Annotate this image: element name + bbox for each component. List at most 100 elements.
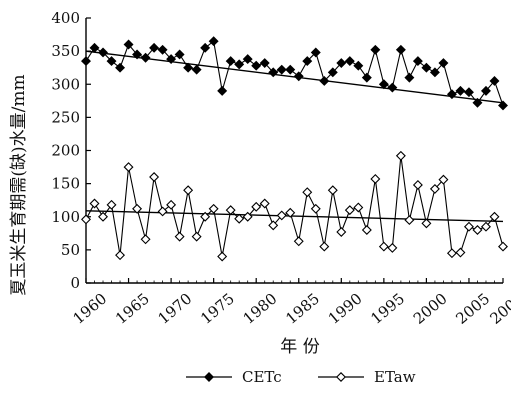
data-point-etaw <box>472 225 483 235</box>
data-point-cetc <box>217 85 228 96</box>
data-point-etaw <box>395 150 406 161</box>
data-point-etaw <box>319 241 330 252</box>
data-point-etaw <box>183 185 194 196</box>
data-point-cetc <box>378 79 389 90</box>
data-point-cetc <box>293 71 304 82</box>
y-tick-label: 150 <box>51 175 80 193</box>
data-point-cetc <box>191 64 202 75</box>
x-tick-label: 1965 <box>112 289 153 327</box>
data-point-etaw <box>438 174 449 185</box>
data-point-etaw <box>259 198 270 209</box>
series-line-etaw <box>85 155 504 257</box>
data-point-cetc <box>370 44 381 55</box>
legend: CETc ETaw <box>186 368 416 386</box>
data-point-cetc <box>455 85 466 96</box>
data-point-cetc <box>259 58 270 69</box>
data-point-etaw <box>378 241 389 252</box>
data-point-etaw <box>498 241 508 252</box>
data-point-cetc <box>268 67 279 78</box>
legend-item-etaw: ETaw <box>318 368 416 386</box>
x-tick-label: 1985 <box>282 289 323 327</box>
data-point-cetc <box>302 56 313 67</box>
data-point-cetc <box>140 52 151 63</box>
data-point-cetc <box>361 72 372 83</box>
data-point-etaw <box>446 248 457 259</box>
y-tick-label: 100 <box>51 208 80 226</box>
data-point-cetc <box>395 44 406 55</box>
data-point-cetc <box>353 60 364 71</box>
data-point-cetc <box>242 54 253 65</box>
data-point-etaw <box>123 162 134 173</box>
data-point-etaw <box>166 199 177 210</box>
data-point-cetc <box>106 56 117 67</box>
x-axis-title: 年 份 <box>280 337 319 357</box>
data-point-cetc <box>157 44 168 55</box>
tick-labels: 0 50 100 150 200 250 300 350 400 1960 1965 1970 1975… <box>51 9 511 328</box>
y-tick-label: 350 <box>51 42 80 60</box>
data-point-cetc <box>251 60 262 71</box>
data-point-etaw <box>89 198 100 209</box>
data-point-cetc <box>208 36 219 47</box>
x-tick-label: 1975 <box>197 289 238 327</box>
data-point-cetc <box>429 67 440 78</box>
data-point-etaw <box>302 187 313 198</box>
x-tick-label: 1995 <box>367 289 408 327</box>
data-point-etaw <box>208 203 219 214</box>
data-point-etaw <box>310 203 321 214</box>
data-point-cetc <box>446 89 457 100</box>
data-point-etaw <box>293 236 304 247</box>
data-point-cetc <box>344 56 355 67</box>
data-point-etaw <box>344 205 355 216</box>
data-point-etaw <box>200 211 211 222</box>
data-point-etaw <box>353 202 364 213</box>
data-point-etaw <box>370 174 381 184</box>
series-cetc <box>81 36 508 111</box>
data-point-etaw <box>327 185 338 196</box>
data-point-cetc <box>404 72 415 83</box>
data-point-cetc <box>132 49 143 60</box>
data-point-cetc <box>438 58 449 69</box>
data-point-etaw <box>115 250 126 261</box>
data-point-cetc <box>98 47 108 58</box>
axes <box>85 17 504 284</box>
x-tick-label: 1960 <box>69 289 110 327</box>
series-line-cetc <box>85 40 504 106</box>
data-point-etaw <box>285 207 296 218</box>
y-tick-label: 400 <box>51 9 80 27</box>
legend-item-cetc: CETc <box>186 368 282 386</box>
series-layer <box>81 36 508 262</box>
x-tick-label: 1980 <box>240 289 281 327</box>
y-tick-label: 250 <box>51 108 80 126</box>
data-point-cetc <box>115 62 126 73</box>
series-etaw <box>81 150 508 262</box>
legend-label: CETc <box>242 368 282 386</box>
y-axis-title: 夏玉米生育期需(缺)水量/mm <box>9 74 29 295</box>
data-point-cetc <box>200 42 211 53</box>
data-point-etaw <box>132 203 143 214</box>
data-point-cetc <box>149 42 160 53</box>
data-point-cetc <box>276 64 287 75</box>
x-tick-label: 2005 <box>452 289 493 327</box>
data-point-etaw <box>251 201 262 212</box>
legend-marker <box>336 372 346 382</box>
data-point-cetc <box>319 75 330 86</box>
data-point-cetc <box>285 64 296 75</box>
data-point-etaw <box>157 206 168 217</box>
data-point-etaw <box>404 215 415 226</box>
data-point-etaw <box>489 211 500 222</box>
data-point-cetc <box>310 47 321 58</box>
data-point-cetc <box>481 85 491 96</box>
x-tick-label: 2009 <box>486 289 511 327</box>
data-point-etaw <box>225 205 236 216</box>
data-point-cetc <box>81 56 91 67</box>
data-point-etaw <box>336 227 347 237</box>
x-tick-label: 1970 <box>155 289 196 327</box>
data-point-etaw <box>463 221 474 232</box>
data-point-cetc <box>234 59 245 70</box>
data-point-cetc <box>327 67 338 78</box>
data-point-etaw <box>242 211 253 222</box>
x-tick-label: 2000 <box>410 289 451 327</box>
trend-line-etaw <box>85 210 504 223</box>
data-point-etaw <box>81 214 91 225</box>
